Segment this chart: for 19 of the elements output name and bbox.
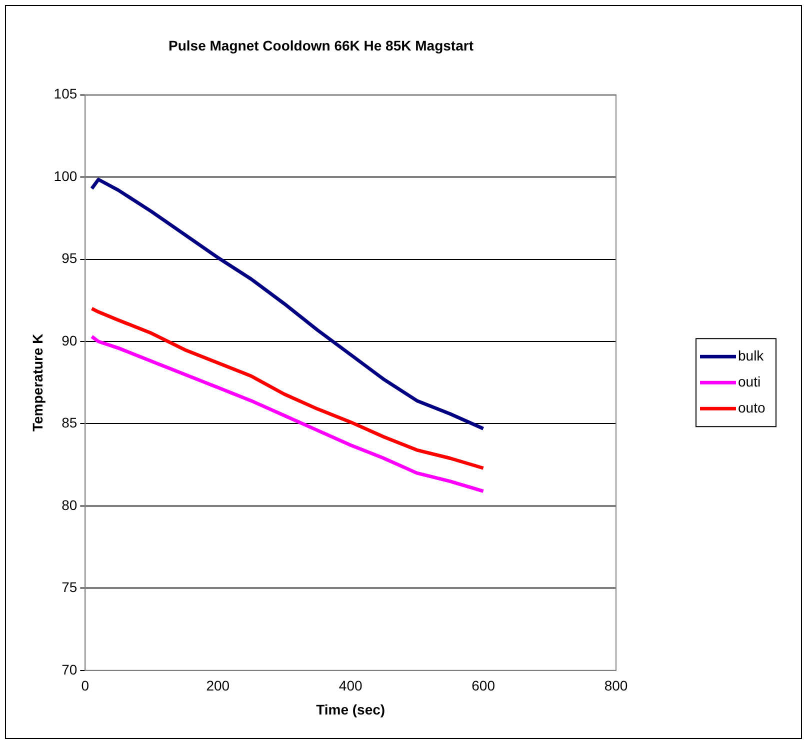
y-tick-label: 80 [62, 496, 78, 513]
x-tick-label: 0 [81, 678, 90, 694]
y-tick-label: 85 [62, 414, 78, 431]
y-tick-label: 105 [54, 86, 78, 102]
y-tick-label: 95 [62, 250, 78, 266]
x-tick-label: 200 [206, 678, 230, 694]
x-axis-title: Time (sec) [316, 701, 386, 718]
legend-label: outi [738, 373, 761, 390]
legend-label: outo [738, 399, 766, 416]
y-tick-label: 100 [54, 168, 78, 184]
x-tick-label: 600 [472, 678, 496, 694]
y-tick-label: 90 [62, 332, 78, 348]
legend-label: bulk [738, 347, 765, 364]
x-tick-label: 800 [604, 678, 628, 694]
y-tick-label: 75 [62, 579, 78, 596]
chart-title: Pulse Magnet Cooldown 66K He 85K Magstart [168, 37, 474, 54]
y-tick-label: 70 [62, 661, 78, 678]
x-tick-label: 400 [338, 678, 362, 694]
y-axis-title: Temperature K [29, 334, 46, 432]
